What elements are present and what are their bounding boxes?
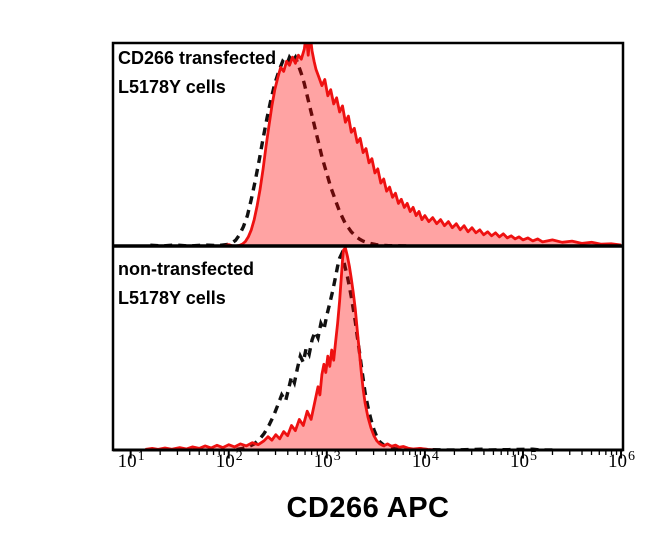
x-tick-label-10^2: 102 — [215, 449, 243, 472]
x-tick-label-10^4: 104 — [411, 449, 439, 472]
x-tick-label-10^5: 105 — [509, 449, 537, 472]
panel-label-line1: CD266 transfected — [118, 48, 277, 68]
dashed-control-curve — [236, 249, 553, 450]
red-histogram-fill — [223, 44, 621, 246]
panel-label-line2: L5178Y cells — [118, 77, 226, 97]
x-tick-label-10^3: 103 — [313, 449, 341, 472]
x-tick-label-10^1: 101 — [117, 449, 145, 472]
red-histogram-outline — [145, 247, 437, 450]
x-tick-label-10^6: 106 — [608, 449, 636, 472]
x-axis-ticks — [129, 450, 623, 459]
panel-label-non-transfected: non-transfected L5178Y cells — [118, 255, 254, 313]
histogram-panel-0 — [150, 44, 622, 246]
x-axis-title: CD266 APC — [286, 492, 450, 524]
panel-label-line2: L5178Y cells — [118, 288, 226, 308]
panel-label-transfected: CD266 transfected L5178Y cells — [118, 44, 276, 102]
red-histogram-outline — [223, 44, 622, 246]
panel-label-line1: non-transfected — [118, 259, 255, 279]
dashed-control-curve — [150, 53, 411, 246]
